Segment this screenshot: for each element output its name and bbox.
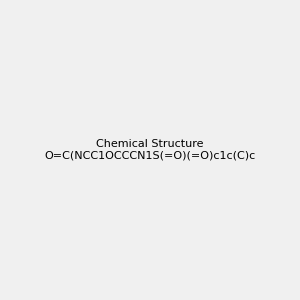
Text: Chemical Structure
O=C(NCC1OCCCN1S(=O)(=O)c1c(C)c: Chemical Structure O=C(NCC1OCCCN1S(=O)(=… (44, 139, 256, 161)
